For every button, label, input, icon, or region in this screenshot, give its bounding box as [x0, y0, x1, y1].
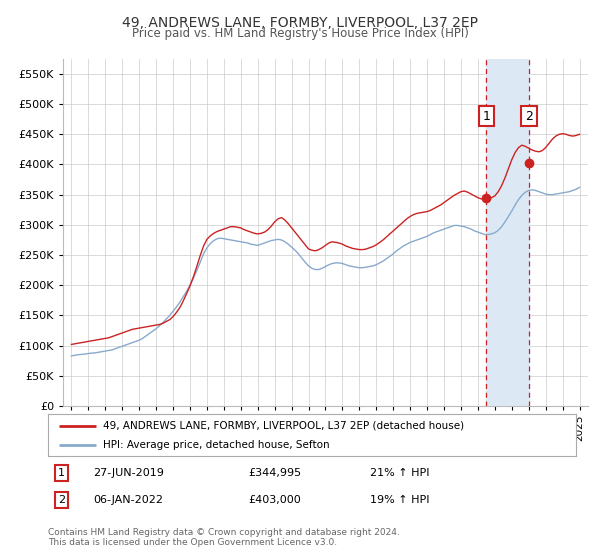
- Text: 21% ↑ HPI: 21% ↑ HPI: [370, 468, 430, 478]
- Text: HPI: Average price, detached house, Sefton: HPI: Average price, detached house, Seft…: [103, 440, 330, 450]
- Text: £403,000: £403,000: [248, 496, 301, 505]
- Text: 2: 2: [525, 110, 533, 123]
- Text: 2: 2: [58, 496, 65, 505]
- Text: 27-JUN-2019: 27-JUN-2019: [93, 468, 164, 478]
- Text: 49, ANDREWS LANE, FORMBY, LIVERPOOL, L37 2EP (detached house): 49, ANDREWS LANE, FORMBY, LIVERPOOL, L37…: [103, 421, 464, 431]
- Text: 06-JAN-2022: 06-JAN-2022: [93, 496, 163, 505]
- Text: Price paid vs. HM Land Registry's House Price Index (HPI): Price paid vs. HM Land Registry's House …: [131, 27, 469, 40]
- Text: 1: 1: [482, 110, 490, 123]
- Text: This data is licensed under the Open Government Licence v3.0.: This data is licensed under the Open Gov…: [48, 538, 337, 547]
- Bar: [486, 59, 529, 406]
- Text: £344,995: £344,995: [248, 468, 302, 478]
- Text: Contains HM Land Registry data © Crown copyright and database right 2024.: Contains HM Land Registry data © Crown c…: [48, 528, 400, 536]
- Text: 1: 1: [58, 468, 65, 478]
- Text: 49, ANDREWS LANE, FORMBY, LIVERPOOL, L37 2EP: 49, ANDREWS LANE, FORMBY, LIVERPOOL, L37…: [122, 16, 478, 30]
- Text: 19% ↑ HPI: 19% ↑ HPI: [370, 496, 430, 505]
